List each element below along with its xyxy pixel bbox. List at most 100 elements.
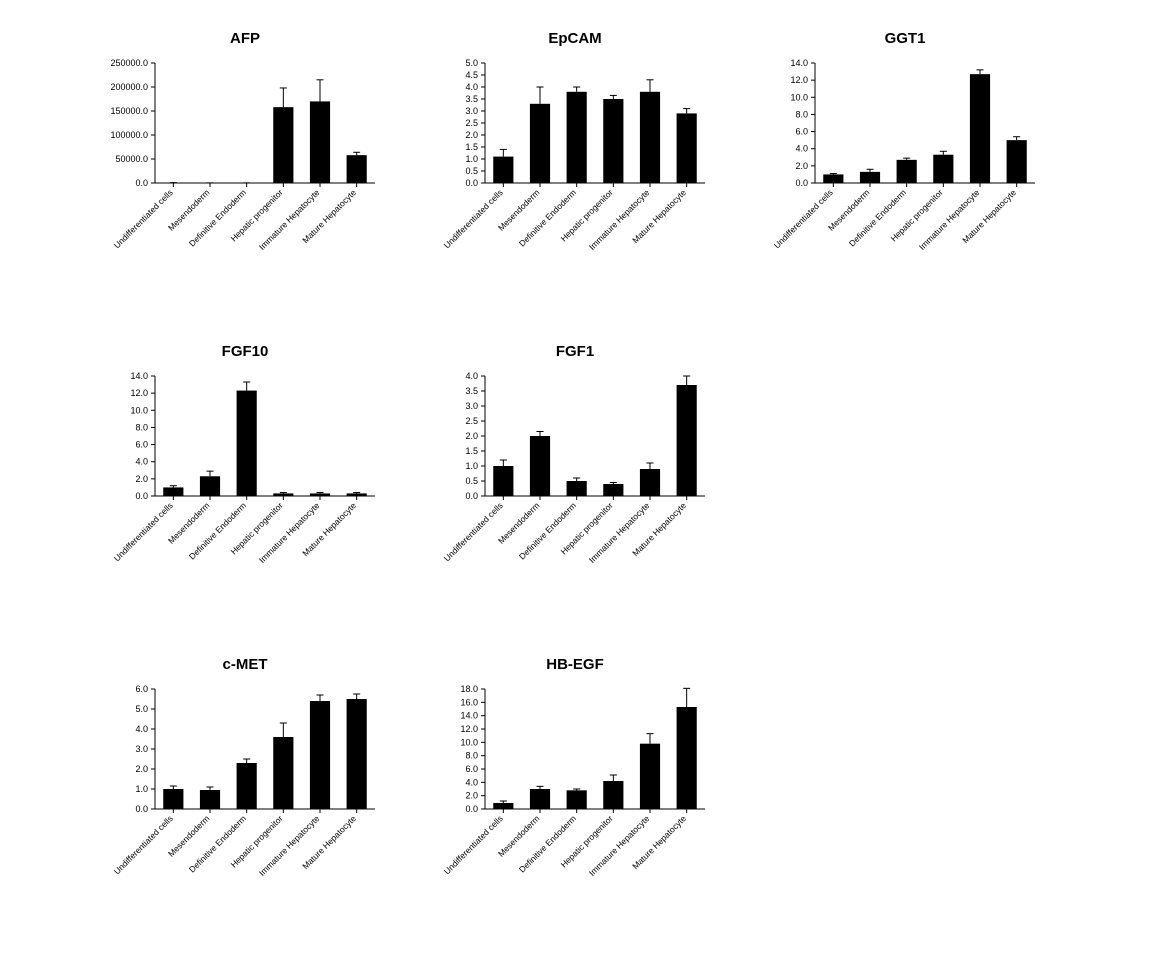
- y-tick-label: 50000.0: [115, 154, 148, 164]
- y-tick-label: 8.0: [465, 751, 478, 761]
- y-tick-label: 18.0: [460, 684, 478, 694]
- x-category-label: Immature Hepatocyte: [587, 813, 652, 878]
- y-tick-label: 2.5: [465, 118, 478, 128]
- x-category-label: Undifferentiated cells: [112, 500, 175, 563]
- y-tick-label: 14.0: [130, 371, 148, 381]
- y-tick-label: 1.0: [465, 461, 478, 471]
- y-tick-label: 6.0: [135, 440, 148, 450]
- y-tick-label: 2.0: [465, 791, 478, 801]
- chart-hbegf: HB-EGF0.02.04.06.08.010.012.014.016.018.…: [430, 656, 720, 919]
- y-tick-label: 2.0: [135, 764, 148, 774]
- bar: [163, 789, 183, 809]
- chart-title: AFP: [100, 30, 390, 47]
- bar: [640, 744, 660, 809]
- chart-svg: 0.0 50000.0 100000.0 150000.0 200000.0 250000…: [100, 53, 390, 293]
- y-tick-label: 1.0: [465, 154, 478, 164]
- chart-row: c-MET 0.0 1.0 2.0 3.0 4.0 5.0 6.0 Undifferentiat…: [100, 656, 1100, 919]
- y-tick-label: 200000.0: [110, 82, 148, 92]
- x-category-label: Undifferentiated cells: [442, 187, 505, 250]
- chart-ggt1: GGT10.02.04.06.08.010.012.014.0Undiffere…: [760, 30, 1050, 293]
- bar: [567, 92, 587, 183]
- bar: [603, 99, 623, 183]
- bar: [640, 469, 660, 496]
- bar: [530, 436, 550, 496]
- bar: [347, 155, 367, 183]
- bar: [310, 101, 330, 183]
- y-tick-label: 5.0: [465, 58, 478, 68]
- y-tick-label: 150000.0: [110, 106, 148, 116]
- y-tick-label: 6.0: [795, 127, 808, 137]
- y-tick-label: 2.0: [795, 161, 808, 171]
- chart-title: GGT1: [760, 30, 1050, 47]
- bar: [970, 74, 990, 183]
- y-tick-label: 4.0: [135, 724, 148, 734]
- y-tick-label: 0.0: [135, 178, 148, 188]
- y-tick-label: 1.5: [465, 446, 478, 456]
- y-tick-label: 0.0: [465, 178, 478, 188]
- y-tick-label: 14.0: [460, 711, 478, 721]
- y-tick-label: 12.0: [460, 724, 478, 734]
- y-tick-label: 250000.0: [110, 58, 148, 68]
- bar: [273, 493, 293, 496]
- bar: [310, 701, 330, 809]
- y-tick-label: 4.0: [465, 777, 478, 787]
- bar: [640, 92, 660, 183]
- bar: [823, 174, 843, 183]
- y-tick-label: 1.0: [135, 784, 148, 794]
- y-tick-label: 8.0: [135, 422, 148, 432]
- y-tick-label: 2.0: [135, 474, 148, 484]
- y-tick-label: 4.0: [795, 144, 808, 154]
- y-tick-label: 3.0: [465, 106, 478, 116]
- chart-afp: AFP 0.0 50000.0 100000.0 150000.0 200000.0 250…: [100, 30, 390, 293]
- chart-title: c-MET: [100, 656, 390, 673]
- bar: [493, 157, 513, 183]
- charts-grid: AFP 0.0 50000.0 100000.0 150000.0 200000.0 250…: [100, 30, 1100, 969]
- bar: [933, 155, 953, 183]
- y-tick-label: 3.0: [135, 744, 148, 754]
- y-tick-label: 8.0: [795, 109, 808, 119]
- bar: [237, 391, 257, 496]
- y-tick-label: 0.5: [465, 166, 478, 176]
- chart-row: FGF100.02.04.06.08.010.012.014.0Undiffer…: [100, 343, 1100, 606]
- y-tick-label: 4.0: [465, 371, 478, 381]
- chart-title: EpCAM: [430, 30, 720, 47]
- y-tick-label: 100000.0: [110, 130, 148, 140]
- bar: [163, 487, 183, 496]
- y-tick-label: 10.0: [460, 737, 478, 747]
- chart-cmet: c-MET0.01.02.03.04.05.06.0Undifferentiat…: [100, 656, 390, 919]
- y-tick-label: 12.0: [130, 388, 148, 398]
- y-tick-label: 0.0: [465, 804, 478, 814]
- y-tick-label: 6.0: [465, 764, 478, 774]
- y-tick-label: 0.0: [135, 491, 148, 501]
- y-tick-label: 3.0: [465, 401, 478, 411]
- y-tick-label: 10.0: [790, 92, 808, 102]
- bar: [1007, 140, 1027, 183]
- y-tick-label: 10.0: [130, 405, 148, 415]
- y-tick-label: 2.0: [465, 130, 478, 140]
- chart-svg: 0.00.51.01.52.02.53.03.54.04.55.0Undiffe…: [430, 53, 720, 293]
- bar: [493, 466, 513, 496]
- bar: [530, 104, 550, 183]
- bar: [237, 763, 257, 809]
- bar: [347, 493, 367, 496]
- bar: [677, 707, 697, 809]
- chart-title: HB-EGF: [430, 656, 720, 673]
- y-tick-label: 4.5: [465, 70, 478, 80]
- bar: [603, 484, 623, 496]
- chart-row: AFP 0.0 50000.0 100000.0 150000.0 200000.0 250…: [100, 30, 1100, 293]
- x-category-label: Immature Hepatocyte: [917, 187, 982, 252]
- y-tick-label: 14.0: [790, 58, 808, 68]
- bar: [310, 493, 330, 496]
- y-tick-label: 2.0: [465, 431, 478, 441]
- y-tick-label: 2.5: [465, 416, 478, 426]
- bar: [567, 481, 587, 496]
- y-tick-label: 0.5: [465, 476, 478, 486]
- x-category-label: Undifferentiated cells: [112, 187, 175, 250]
- bar: [530, 789, 550, 809]
- chart-fgf10: FGF100.02.04.06.08.010.012.014.0Undiffer…: [100, 343, 390, 606]
- y-tick-label: 0.0: [135, 804, 148, 814]
- y-tick-label: 4.0: [135, 457, 148, 467]
- y-tick-label: 5.0: [135, 704, 148, 714]
- y-tick-label: 12.0: [790, 75, 808, 85]
- x-category-label: Undifferentiated cells: [442, 813, 505, 876]
